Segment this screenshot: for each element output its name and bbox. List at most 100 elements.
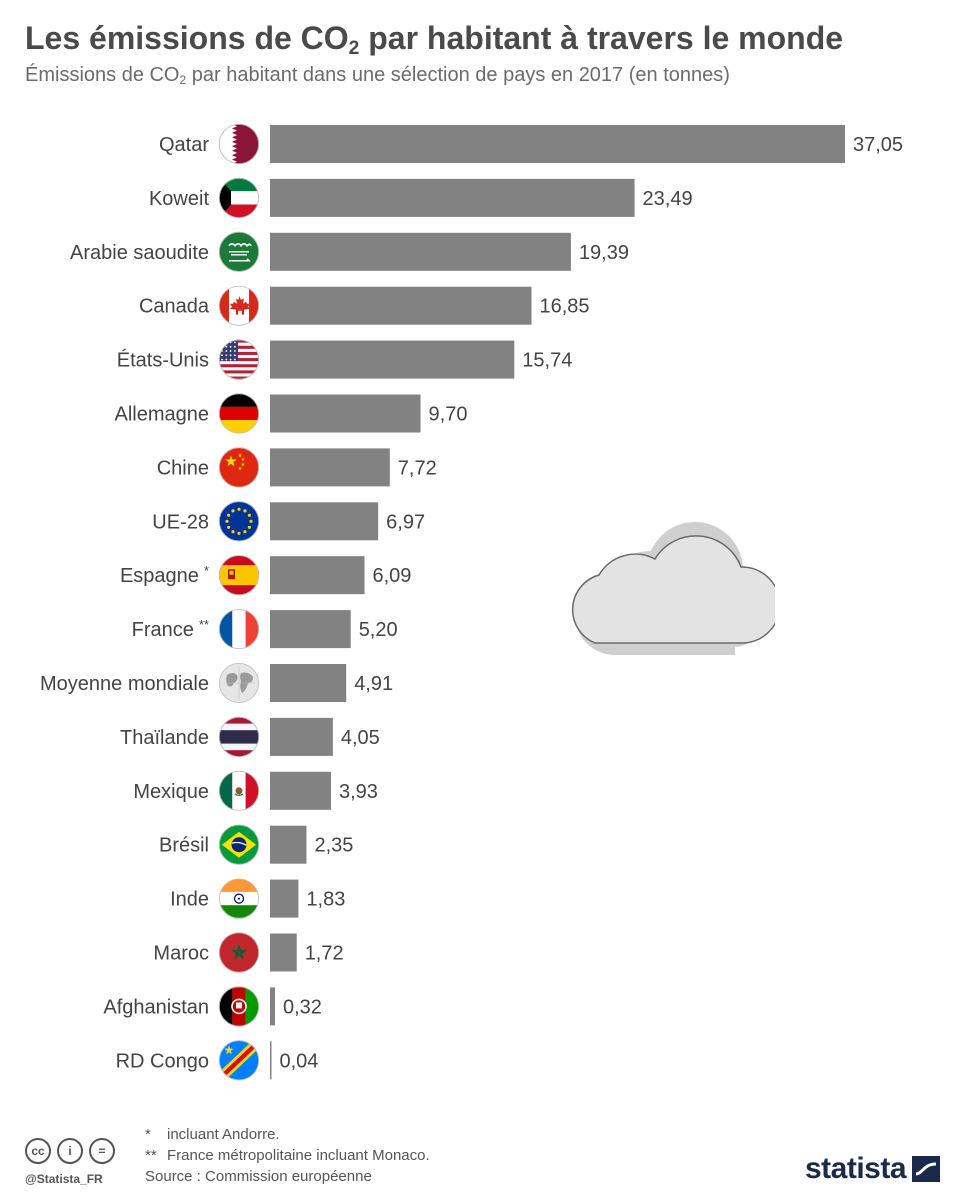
flag-outline xyxy=(218,555,259,596)
brazil-flag-icon xyxy=(219,824,259,865)
country-label: Maroc xyxy=(153,943,209,965)
value-label: 7,72 xyxy=(398,457,437,479)
bar-1[interactable] xyxy=(270,178,635,217)
value-label: 15,74 xyxy=(522,350,572,372)
bar-17[interactable] xyxy=(270,1041,272,1080)
bar-9[interactable] xyxy=(270,610,351,649)
cc-icon[interactable]: cc xyxy=(25,1138,51,1164)
value-label: 9,70 xyxy=(429,404,468,426)
flag-outline xyxy=(218,339,259,380)
value-label: 0,04 xyxy=(280,1050,319,1072)
flag-outline xyxy=(218,609,259,650)
qatar-flag-icon xyxy=(219,124,259,164)
country-label: États-Unis xyxy=(117,349,209,372)
bar-0[interactable] xyxy=(270,125,845,163)
bar-15[interactable] xyxy=(270,933,297,972)
country-label: Espagne * xyxy=(120,563,209,587)
bar-5[interactable] xyxy=(270,394,421,433)
bar-chart: 37,05 Qatar 23,49 Koweit 19,39 Arabie saoudit… xyxy=(40,124,903,1081)
china-flag-icon xyxy=(219,447,259,488)
country-label: Afghanistan xyxy=(103,996,209,1018)
value-label: 1,83 xyxy=(306,889,345,911)
country-label: France ** xyxy=(132,617,209,641)
bar-12[interactable] xyxy=(270,771,331,810)
country-label: Koweit xyxy=(149,188,209,210)
cloud-icon xyxy=(571,522,775,655)
value-label: 19,39 xyxy=(579,242,629,264)
country-label: UE-28 xyxy=(152,511,209,533)
bar-16[interactable] xyxy=(270,987,275,1026)
bar-4[interactable] xyxy=(270,340,515,379)
flag-outline xyxy=(218,177,259,218)
bar-10[interactable] xyxy=(270,664,347,702)
value-label: 2,35 xyxy=(314,835,353,857)
source-note: Source : Commission européenne xyxy=(145,1168,372,1185)
country-label: Thaïlande xyxy=(120,727,209,749)
bar-14[interactable] xyxy=(270,879,299,918)
bar-2[interactable] xyxy=(270,232,571,271)
bar-13[interactable] xyxy=(270,825,307,864)
value-label: 6,97 xyxy=(386,511,425,533)
country-label: Qatar xyxy=(159,134,209,156)
country-label: RD Congo xyxy=(116,1050,209,1072)
value-label: 37,05 xyxy=(853,134,903,156)
saudi-arabia-flag-icon xyxy=(219,231,259,272)
bar-7[interactable] xyxy=(270,502,379,541)
globe-icon xyxy=(219,663,259,703)
country-label: Moyenne mondiale xyxy=(40,673,209,695)
country-label: Inde xyxy=(170,889,209,911)
value-label: 23,49 xyxy=(643,188,693,210)
footnote-2: ** France métropolitaine incluant Monaco. xyxy=(145,1147,430,1164)
chart-title: Les émissions de CO2 par habitant à trav… xyxy=(25,20,844,59)
chart-subtitle: Émissions de CO2 par habitant dans une s… xyxy=(25,64,730,87)
value-label: 4,05 xyxy=(341,727,380,749)
country-label: Chine xyxy=(157,457,209,479)
value-label: 0,32 xyxy=(283,996,322,1018)
spain-flag-icon xyxy=(219,555,259,596)
flag-outline xyxy=(218,231,259,272)
country-label: Brésil xyxy=(159,835,209,857)
eu-flag-icon xyxy=(219,501,259,542)
country-label: Mexique xyxy=(133,781,209,803)
flag-outline xyxy=(218,1040,259,1081)
flag-outline xyxy=(218,663,259,704)
country-label: Allemagne xyxy=(114,404,209,426)
usa-flag-icon xyxy=(219,339,259,380)
nd-icon[interactable]: = xyxy=(89,1138,115,1164)
flag-outline xyxy=(218,285,259,326)
logo-text: statista xyxy=(805,1152,907,1185)
by-icon[interactable]: i xyxy=(57,1138,83,1164)
canada-flag-icon xyxy=(219,285,259,326)
statista-logo-icon xyxy=(912,1156,941,1182)
value-label: 1,72 xyxy=(305,943,344,965)
flag-outline xyxy=(218,501,259,542)
license-icons: cc i = xyxy=(25,1138,115,1164)
value-label: 16,85 xyxy=(540,296,590,318)
flag-outline xyxy=(218,986,259,1027)
flag-outline xyxy=(218,824,259,865)
country-label: Arabie saoudite xyxy=(70,242,209,264)
value-label: 4,91 xyxy=(354,673,393,695)
bar-3[interactable] xyxy=(270,286,532,325)
flag-outline xyxy=(218,393,259,434)
flag-outline xyxy=(218,124,259,165)
bar-6[interactable] xyxy=(270,448,390,487)
value-label: 5,20 xyxy=(359,619,398,641)
bar-11[interactable] xyxy=(270,717,333,756)
morocco-flag-icon xyxy=(219,932,259,973)
footnotes: * incluant Andorre. ** France métropolitai… xyxy=(145,1124,430,1166)
flag-outline xyxy=(218,716,259,757)
dr-congo-flag-icon xyxy=(219,1040,259,1081)
flag-outline xyxy=(218,878,259,919)
footnote-1: * incluant Andorre. xyxy=(145,1126,280,1143)
value-label: 3,93 xyxy=(339,781,378,803)
flag-outline xyxy=(218,932,259,973)
value-label: 6,09 xyxy=(373,565,412,587)
twitter-handle[interactable]: @Statista_FR xyxy=(25,1172,103,1186)
bar-8[interactable] xyxy=(270,556,365,595)
statista-logo[interactable]: statista xyxy=(805,1152,941,1186)
flag-outline xyxy=(218,770,259,811)
country-label: Canada xyxy=(139,296,210,318)
flag-outline xyxy=(218,447,259,488)
thailand-flag-icon xyxy=(219,716,259,757)
